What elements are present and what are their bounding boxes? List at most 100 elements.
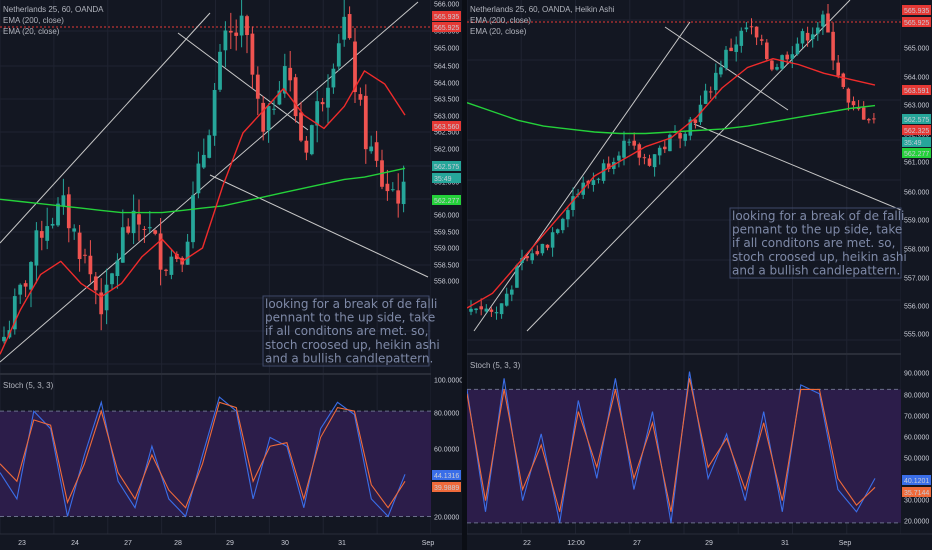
candle-body [272,108,276,110]
price-badge-label: 565.925 [904,20,929,27]
candle-body [228,30,233,33]
candle-body [729,47,733,52]
candle-body [800,31,805,44]
candle-body [734,44,738,52]
candle-body [846,88,851,103]
note-box [729,207,902,279]
candle-body [110,273,114,285]
price-axis-tick: 555.000 [904,332,929,339]
price-badge-label: 562.575 [904,117,929,124]
candle-body [336,43,341,67]
price-badge [902,114,931,124]
price-axis-tick: 564.000 [434,81,459,88]
candle-body [810,34,815,40]
candle-body [201,154,206,168]
note-line: pennant to the up side, take [265,311,435,325]
candle-body [212,90,217,136]
candle-body [288,67,293,81]
indicator-label: EMA (200, close) [3,16,64,25]
trend-line [473,21,691,332]
chart-title: Netherlands 25, 60, OANDA, Heikin Ashi [470,5,615,14]
stoch-badge [432,470,461,480]
candle-body [785,54,789,60]
candle-body [719,67,723,75]
candle-body [2,336,6,342]
candle-body [520,257,524,264]
candle-body [120,227,125,263]
candle-body [540,243,545,254]
candle-body [207,135,212,158]
trend-line [526,0,851,332]
stoch-axis-tick: 100.0000 [434,378,463,385]
note-line: if all conditons are met. so, [265,324,428,338]
price-axis-tick: 565.000 [434,46,459,53]
candle-body [561,218,565,231]
candle-body [401,181,406,205]
candle-body [816,27,820,34]
candle-body [185,241,190,265]
stoch-axis-tick: 90.0000 [904,371,929,378]
candle-body [261,102,266,132]
candle-body [385,183,390,192]
stoch-badge-label: 39.9889 [434,485,459,492]
candle-body [83,254,87,256]
time-axis-tick: Sep [422,540,435,547]
candle-body [555,229,560,233]
candle-body [390,189,395,191]
candle-body [775,67,779,70]
candle-body [663,146,667,150]
candle-body [708,91,713,93]
stoch-badge-label: 40.1201 [904,478,929,485]
candle-body [374,142,379,161]
candle-body [50,223,55,226]
candle-body [255,74,260,99]
candle-body [469,308,473,312]
price-badge-label: 563.560 [434,124,459,131]
candle-body [627,141,631,143]
price-axis-tick: 559.000 [434,246,459,253]
candle-body [347,14,352,39]
price-badge [432,22,461,32]
price-axis-tick: 562.500 [434,130,459,137]
candle-body [326,87,330,108]
price-axis-tick: 558.000 [904,247,929,254]
candle-body [115,260,120,276]
price-badge [902,125,931,135]
candle-body [504,293,509,306]
candle-body [525,255,529,259]
candle-body [66,194,71,229]
candle-body [131,210,136,234]
price-badge-label: 563.591 [904,88,929,95]
candle-body [72,228,77,232]
candle-body [861,107,866,120]
candle-body [765,42,769,60]
stoch-axis-tick: 80.0000 [904,393,929,400]
price-axis-tick: 564.000 [904,75,929,82]
candle-body [104,284,109,311]
ema-200-line [0,167,406,214]
candle-body [596,178,601,180]
price-axis-tick: 560.000 [434,213,459,220]
price-badge [432,173,461,183]
candle-body [647,158,652,166]
candle-body [137,214,141,225]
candle-body [770,60,774,70]
candle-body [234,32,239,36]
candle-body [147,227,152,229]
candle-body [315,101,320,126]
candle-body [739,30,744,46]
price-axis-tick: 563.000 [904,103,929,110]
price-badge [432,195,461,205]
price-badge-label: 565.935 [904,8,929,15]
price-badge-label: 562.277 [904,151,929,158]
note-line: looking for a break of de falli [265,297,437,311]
candle-body [174,253,179,259]
price-badge-label: 35:49 [904,140,922,147]
candle-body [479,306,483,310]
candle-body [277,90,282,105]
note-line: and a bullish candlepattern. [732,263,900,277]
candle-body [358,94,363,100]
stoch-k-line [466,371,876,524]
stoch-axis-tick: 20.0000 [434,515,459,522]
note-box [262,295,430,367]
